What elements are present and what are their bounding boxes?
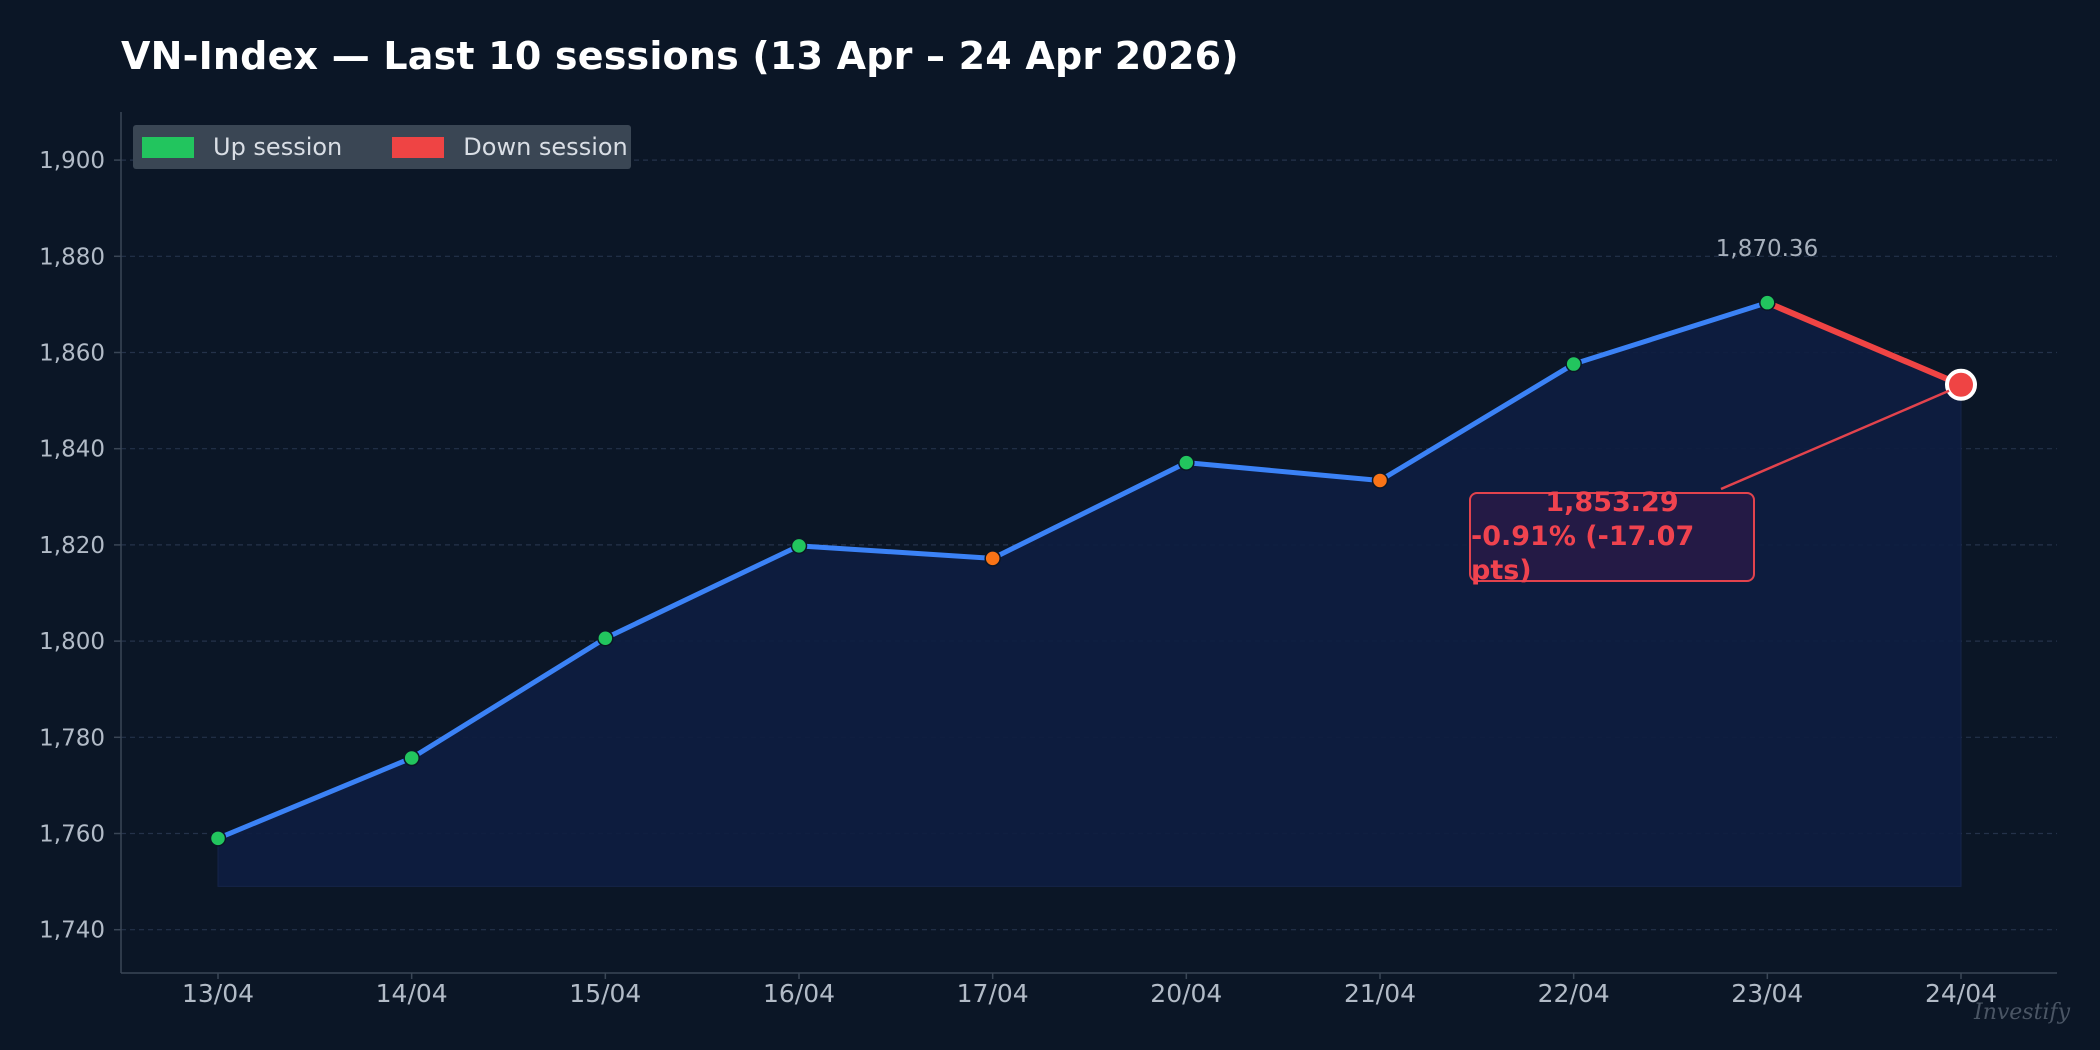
- x-tick-label: 17/04: [957, 979, 1029, 1008]
- peak-value-label: 1,870.36: [1715, 236, 1819, 262]
- callout-value: 1,853.29: [1545, 487, 1679, 518]
- last-session-segment: [1764, 299, 1964, 388]
- data-point: [403, 749, 420, 767]
- callout-change: -0.91% (-17.07 pts): [1471, 521, 1695, 586]
- chart-title: VN-Index — Last 10 sessions (13 Apr – 24…: [121, 34, 1239, 78]
- last-data-point: [1945, 368, 1977, 401]
- data-point: [984, 550, 1001, 567]
- watermark: Investify: [1974, 1000, 2071, 1025]
- y-tick-label: 1,800: [39, 629, 105, 655]
- y-tick-label: 1,780: [39, 725, 105, 751]
- legend-label-up: Up session: [213, 133, 343, 161]
- data-point: [790, 537, 808, 555]
- area-fill: [217, 302, 1962, 887]
- x-tick-label: 13/04: [182, 979, 254, 1008]
- x-tick-label: 20/04: [1150, 979, 1222, 1008]
- callout-pointer: [1720, 389, 1950, 491]
- y-tick-label: 1,900: [39, 148, 105, 174]
- x-tick-label: 15/04: [569, 979, 641, 1008]
- legend-item-down-session: Down session: [392, 133, 628, 161]
- last-value-callout: 1,853.29 -0.91% (-17.07 pts): [1469, 487, 1755, 586]
- x-tick-label: 14/04: [376, 979, 448, 1008]
- legend-item-up-session: Up session: [142, 133, 342, 161]
- y-tick-label: 1,840: [39, 437, 105, 463]
- axes: [114, 112, 2057, 979]
- y-tick-label: 1,820: [39, 533, 105, 559]
- y-tick-label: 1,880: [39, 244, 105, 270]
- x-tick-label: 22/04: [1538, 979, 1610, 1008]
- point-markers-layer: [209, 294, 1977, 847]
- area-fill-layer: [217, 302, 1962, 887]
- y-tick-label: 1,740: [39, 918, 105, 944]
- data-point: [1178, 454, 1195, 471]
- tick-labels-layer: 1,740 1,760 1,780 1,800 1,820 1,840 1,860 1,880…: [39, 148, 1997, 1008]
- data-point: [1759, 294, 1776, 311]
- legend-label-down: Down session: [463, 133, 628, 161]
- legend-swatch-up: [142, 136, 194, 158]
- x-tick-label: 16/04: [763, 979, 835, 1008]
- data-point: [1565, 355, 1582, 373]
- y-tick-label: 1,760: [39, 822, 105, 848]
- x-tick-label: 23/04: [1731, 979, 1803, 1008]
- legend: Up session Down session: [133, 125, 631, 169]
- data-point: [1371, 472, 1389, 489]
- legend-swatch-down: [392, 136, 445, 158]
- data-point: [597, 629, 614, 647]
- y-tick-label: 1,860: [39, 341, 105, 367]
- x-tick-label: 21/04: [1344, 979, 1416, 1008]
- x-tick-label: 24/04: [1925, 979, 1997, 1008]
- data-point: [209, 830, 227, 847]
